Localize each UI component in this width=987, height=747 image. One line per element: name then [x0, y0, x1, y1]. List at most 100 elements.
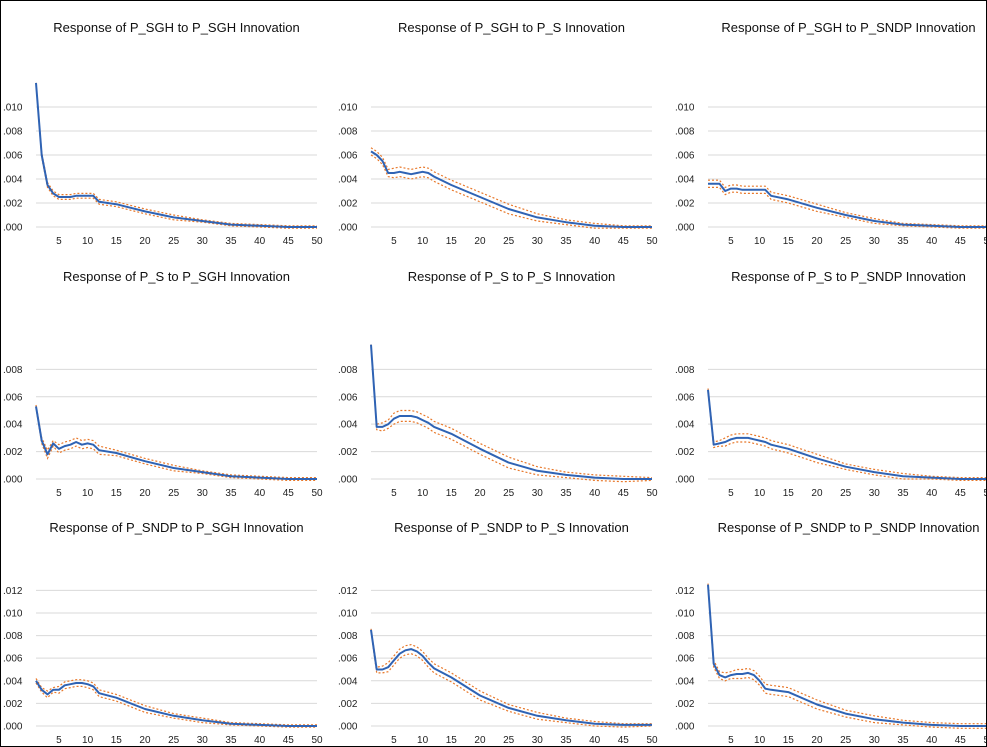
x-tick-label: 5 — [56, 236, 62, 247]
x-tick-label: 20 — [139, 236, 151, 247]
panel-title: Response of P_SNDP to P_S Innovation — [394, 520, 629, 535]
x-tick-label: 15 — [446, 735, 458, 746]
irf-response-line — [708, 182, 986, 228]
irf-panel-9: Response of P_SNDP to P_SNDP Innovation.… — [675, 520, 986, 746]
x-tick-label: 40 — [254, 735, 266, 746]
lower-confidence-band — [370, 154, 652, 229]
x-tick-label: 35 — [560, 488, 572, 499]
x-tick-label: 25 — [503, 488, 515, 499]
x-tick-label: 35 — [897, 236, 909, 247]
x-tick-label: 40 — [926, 488, 938, 499]
y-tick-label: .008 — [3, 631, 23, 642]
x-tick-label: 20 — [474, 488, 486, 499]
x-tick-label: 20 — [139, 735, 151, 746]
x-tick-label: 30 — [869, 236, 881, 247]
x-tick-label: 5 — [391, 236, 397, 247]
x-tick-label: 50 — [983, 488, 987, 499]
y-tick-label: .004 — [675, 420, 695, 431]
y-tick-label: .008 — [338, 365, 358, 376]
y-tick-label: .004 — [3, 420, 23, 431]
upper-confidence-band — [707, 388, 986, 479]
panel-title: Response of P_SNDP to P_SGH Innovation — [49, 520, 303, 535]
x-tick-label: 45 — [283, 236, 295, 247]
x-tick-label: 20 — [474, 735, 486, 746]
x-tick-label: 45 — [955, 735, 967, 746]
y-tick-label: .006 — [338, 150, 358, 161]
y-tick-label: .006 — [675, 150, 695, 161]
x-tick-label: 35 — [560, 236, 572, 247]
y-tick-label: .008 — [675, 365, 695, 376]
y-tick-label: .006 — [338, 654, 358, 665]
x-tick-label: 30 — [869, 488, 881, 499]
x-tick-label: 45 — [955, 236, 967, 247]
y-tick-label: .004 — [3, 174, 23, 185]
irf-panel-8: Response of P_SNDP to P_S Innovation .000… — [338, 520, 658, 746]
irf-response-line — [35, 406, 317, 480]
irf-response-line — [707, 389, 986, 480]
upper-confidence-band — [708, 179, 986, 227]
y-tick-label: .006 — [338, 392, 358, 403]
irf-panel-3: Response of P_SGH to P_SNDP Innovation .0… — [675, 20, 986, 247]
x-tick-label: 50 — [646, 735, 658, 746]
x-tick-label: 10 — [417, 488, 429, 499]
y-tick-label: .006 — [3, 654, 23, 665]
irf-panel-4: Response of P_S to P_SGH Innovation .000.… — [3, 269, 323, 499]
y-tick-label: .012 — [675, 586, 695, 597]
x-tick-label: 15 — [783, 735, 795, 746]
y-tick-label: .000 — [675, 223, 695, 234]
x-tick-label: 10 — [82, 735, 94, 746]
irf-response-line — [707, 584, 986, 727]
lower-confidence-band — [707, 585, 986, 729]
x-tick-label: 30 — [869, 735, 881, 746]
x-tick-label: 25 — [168, 488, 180, 499]
x-tick-label: 50 — [311, 236, 323, 247]
x-tick-label: 35 — [897, 488, 909, 499]
x-tick-label: 35 — [560, 735, 572, 746]
y-tick-label: .000 — [338, 722, 358, 733]
y-tick-label: .002 — [338, 447, 358, 458]
panel-title: Response of P_SGH to P_SGH Innovation — [53, 20, 299, 35]
y-tick-label: .008 — [675, 126, 695, 137]
x-tick-label: 15 — [783, 488, 795, 499]
x-tick-label: 40 — [926, 735, 938, 746]
lower-confidence-band — [707, 391, 986, 481]
y-tick-label: .000 — [3, 223, 23, 234]
x-tick-label: 40 — [254, 236, 266, 247]
x-tick-label: 45 — [955, 488, 967, 499]
irf-panel-7: Response of P_SNDP to P_SGH Innovation .0… — [3, 520, 323, 746]
x-tick-label: 10 — [754, 488, 766, 499]
y-tick-label: .010 — [675, 102, 695, 113]
y-tick-label: .004 — [338, 676, 358, 687]
x-tick-label: 20 — [474, 236, 486, 247]
x-tick-label: 25 — [168, 735, 180, 746]
y-tick-label: .002 — [675, 699, 695, 710]
x-tick-label: 5 — [56, 735, 62, 746]
y-tick-label: .004 — [338, 420, 358, 431]
irf-panel-2: Response of P_SGH to P_S Innovation .000.… — [338, 20, 658, 247]
x-tick-label: 30 — [532, 236, 544, 247]
y-tick-label: .000 — [338, 223, 358, 234]
y-tick-label: .008 — [675, 631, 695, 642]
y-tick-label: .000 — [338, 475, 358, 486]
y-tick-label: .012 — [3, 586, 23, 597]
upper-confidence-band — [707, 583, 986, 725]
x-tick-label: 10 — [754, 735, 766, 746]
y-tick-label: .000 — [3, 722, 23, 733]
x-tick-label: 5 — [56, 488, 62, 499]
lower-confidence-band — [35, 682, 317, 728]
x-tick-label: 15 — [783, 236, 795, 247]
y-tick-label: .006 — [3, 150, 23, 161]
x-tick-label: 20 — [811, 236, 823, 247]
x-tick-label: 25 — [503, 735, 515, 746]
x-tick-label: 10 — [82, 236, 94, 247]
upper-confidence-band — [35, 678, 317, 726]
x-tick-label: 25 — [840, 236, 852, 247]
x-tick-label: 10 — [417, 236, 429, 247]
upper-confidence-band — [370, 344, 653, 479]
x-tick-label: 35 — [225, 488, 237, 499]
x-tick-label: 40 — [254, 488, 266, 499]
x-tick-label: 45 — [618, 236, 630, 247]
irf-panel-6: Response of P_S to P_SNDP Innovation .000… — [675, 269, 987, 499]
x-tick-label: 45 — [618, 488, 630, 499]
y-tick-label: .010 — [3, 102, 23, 113]
